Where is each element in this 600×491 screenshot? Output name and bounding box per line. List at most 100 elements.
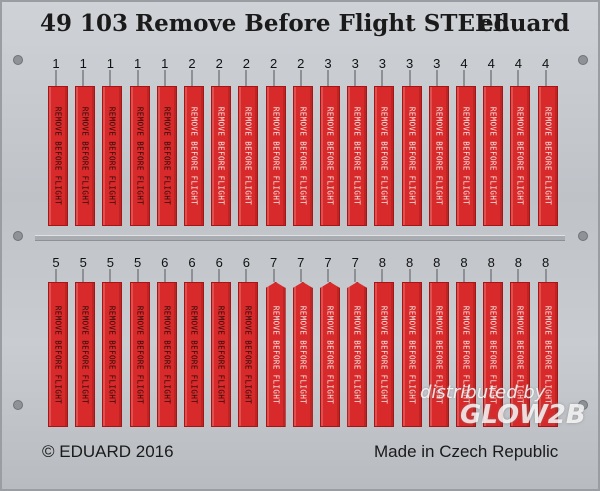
tag-attachment	[218, 70, 221, 86]
part-number: 5	[52, 255, 60, 270]
mounting-hole	[578, 400, 588, 410]
tag-attachment	[354, 70, 357, 86]
tag-label: REMOVE BEFORE FLIGHT	[407, 106, 417, 206]
remove-before-flight-tag: REMOVE BEFORE FLIGHT	[292, 282, 313, 427]
tag-attachment	[327, 70, 329, 86]
tag-label: REMOVE BEFORE FLIGHT	[271, 106, 281, 206]
tag-attachment	[381, 70, 384, 86]
remove-before-flight-tag: REMOVE BEFORE FLIGHT	[292, 86, 313, 226]
remove-before-flight-tag: REMOVE BEFORE FLIGHT	[211, 282, 232, 427]
tag-attachment	[327, 269, 329, 282]
remove-before-flight-tag: REMOVE BEFORE FLIGHT	[48, 86, 68, 226]
remove-before-flight-tag: REMOVE BEFORE FLIGHT	[374, 282, 395, 427]
remove-before-flight-tag: REMOVE BEFORE FLIGHT	[75, 86, 96, 226]
part-number: 1	[106, 56, 114, 71]
remove-before-flight-tag: REMOVE BEFORE FLIGHT	[129, 86, 150, 226]
tag-attachment	[490, 269, 493, 282]
remove-before-flight-tag: REMOVE BEFORE FLIGHT	[510, 86, 531, 226]
remove-before-flight-tag: REMOVE BEFORE FLIGHT	[483, 282, 504, 427]
part-number: 3	[351, 56, 359, 71]
middle-rail	[35, 235, 565, 241]
remove-before-flight-tag: REMOVE BEFORE FLIGHT	[238, 86, 259, 226]
mounting-hole	[13, 231, 23, 241]
remove-before-flight-tag: REMOVE BEFORE FLIGHT	[184, 86, 204, 226]
tag-attachment	[544, 269, 547, 282]
part-number: 2	[297, 56, 305, 71]
part-number: 3	[324, 56, 332, 71]
remove-before-flight-tag: REMOVE BEFORE FLIGHT	[456, 86, 476, 226]
remove-before-flight-tag: REMOVE BEFORE FLIGHT	[537, 282, 558, 427]
tag-label: REMOVE BEFORE FLIGHT	[325, 106, 335, 206]
remove-before-flight-tag: REMOVE BEFORE FLIGHT	[265, 282, 286, 427]
tag-attachment	[517, 269, 520, 282]
tag-attachment	[408, 70, 411, 86]
tag-attachment	[490, 70, 493, 86]
part-number: 7	[269, 255, 278, 270]
tag-label: REMOVE BEFORE FLIGHT	[53, 106, 63, 206]
tag-label: REMOVE BEFORE FLIGHT	[107, 106, 117, 206]
tag-label: REMOVE BEFORE FLIGHT	[135, 106, 145, 206]
product-number: 49 103	[40, 10, 129, 37]
tag-label: REMOVE BEFORE FLIGHT	[407, 305, 417, 404]
tag-attachment	[408, 269, 411, 282]
tag-label: REMOVE BEFORE FLIGHT	[379, 305, 389, 404]
tag-attachment	[245, 70, 248, 86]
tag-attachment	[354, 269, 357, 282]
tag-label: REMOVE BEFORE FLIGHT	[189, 106, 199, 206]
mounting-hole	[13, 55, 23, 65]
part-number: 3	[378, 56, 386, 71]
part-number: 8	[541, 255, 550, 270]
remove-before-flight-tag: REMOVE BEFORE FLIGHT	[320, 86, 340, 226]
part-number: 4	[541, 56, 550, 71]
remove-before-flight-tag: REMOVE BEFORE FLIGHT	[510, 282, 531, 427]
tag-label: REMOVE BEFORE FLIGHT	[488, 305, 498, 404]
tag-label: REMOVE BEFORE FLIGHT	[434, 305, 444, 404]
tag-attachment	[163, 269, 166, 282]
tag-label: REMOVE BEFORE FLIGHT	[80, 106, 90, 206]
tag-attachment	[435, 269, 438, 282]
remove-before-flight-tag: REMOVE BEFORE FLIGHT	[428, 86, 449, 226]
remove-before-flight-tag: REMOVE BEFORE FLIGHT	[401, 86, 422, 226]
part-number: 3	[433, 56, 441, 71]
remove-before-flight-tag: REMOVE BEFORE FLIGHT	[156, 86, 177, 226]
origin-text: Made in Czech Republic	[374, 442, 559, 461]
remove-before-flight-tag: REMOVE BEFORE FLIGHT	[75, 282, 96, 427]
tag-label: REMOVE BEFORE FLIGHT	[243, 106, 253, 206]
tag-label: REMOVE BEFORE FLIGHT	[298, 305, 308, 404]
tag-label: REMOVE BEFORE FLIGHT	[543, 305, 553, 404]
part-number: 4	[460, 56, 468, 71]
tag-attachment	[82, 70, 85, 86]
remove-before-flight-tag: REMOVE BEFORE FLIGHT	[102, 86, 123, 226]
part-number: 1	[161, 56, 169, 71]
tag-label: REMOVE BEFORE FLIGHT	[543, 106, 553, 206]
tag-label: REMOVE BEFORE FLIGHT	[379, 106, 389, 206]
product-name: Remove Before Flight STEEL	[135, 10, 509, 37]
part-number: 7	[324, 255, 332, 270]
part-number: 5	[106, 255, 114, 270]
part-number: 6	[161, 255, 169, 270]
tag-label: REMOVE BEFORE FLIGHT	[488, 106, 498, 206]
remove-before-flight-tag: REMOVE BEFORE FLIGHT	[129, 282, 150, 427]
tag-label: REMOVE BEFORE FLIGHT	[271, 305, 281, 404]
tag-label: REMOVE BEFORE FLIGHT	[80, 305, 90, 404]
remove-before-flight-tag: REMOVE BEFORE FLIGHT	[184, 282, 204, 427]
part-number: 5	[133, 255, 142, 270]
tag-label: REMOVE BEFORE FLIGHT	[352, 305, 362, 404]
part-number: 4	[487, 56, 495, 71]
tag-attachment	[82, 269, 85, 282]
mounting-hole	[13, 400, 23, 410]
tag-attachment	[163, 70, 166, 86]
tag-label: REMOVE BEFORE FLIGHT	[216, 106, 226, 206]
tag-attachment	[272, 269, 275, 282]
tag-label: REMOVE BEFORE FLIGHT	[243, 305, 253, 404]
part-number: 8	[487, 255, 495, 270]
tag-attachment	[136, 269, 139, 282]
part-number: 3	[405, 56, 414, 71]
tag-attachment	[544, 70, 547, 86]
tag-label: REMOVE BEFORE FLIGHT	[515, 106, 525, 206]
tag-label: REMOVE BEFORE FLIGHT	[515, 305, 525, 404]
tag-attachment	[191, 70, 193, 86]
remove-before-flight-tag: REMOVE BEFORE FLIGHT	[428, 282, 449, 427]
tag-label: REMOVE BEFORE FLIGHT	[325, 305, 335, 404]
tag-label: REMOVE BEFORE FLIGHT	[135, 305, 145, 404]
